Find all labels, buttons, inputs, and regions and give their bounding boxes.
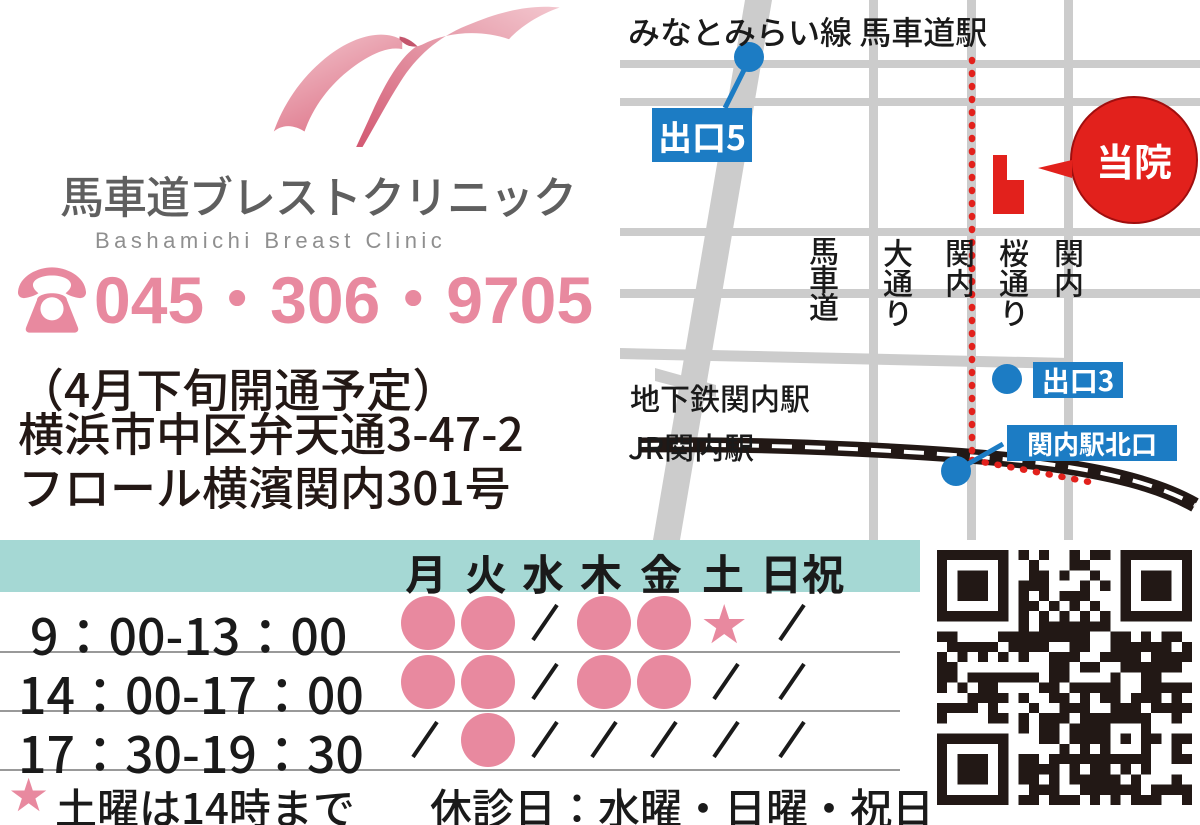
svg-text:当院: 当院 bbox=[1096, 132, 1172, 187]
